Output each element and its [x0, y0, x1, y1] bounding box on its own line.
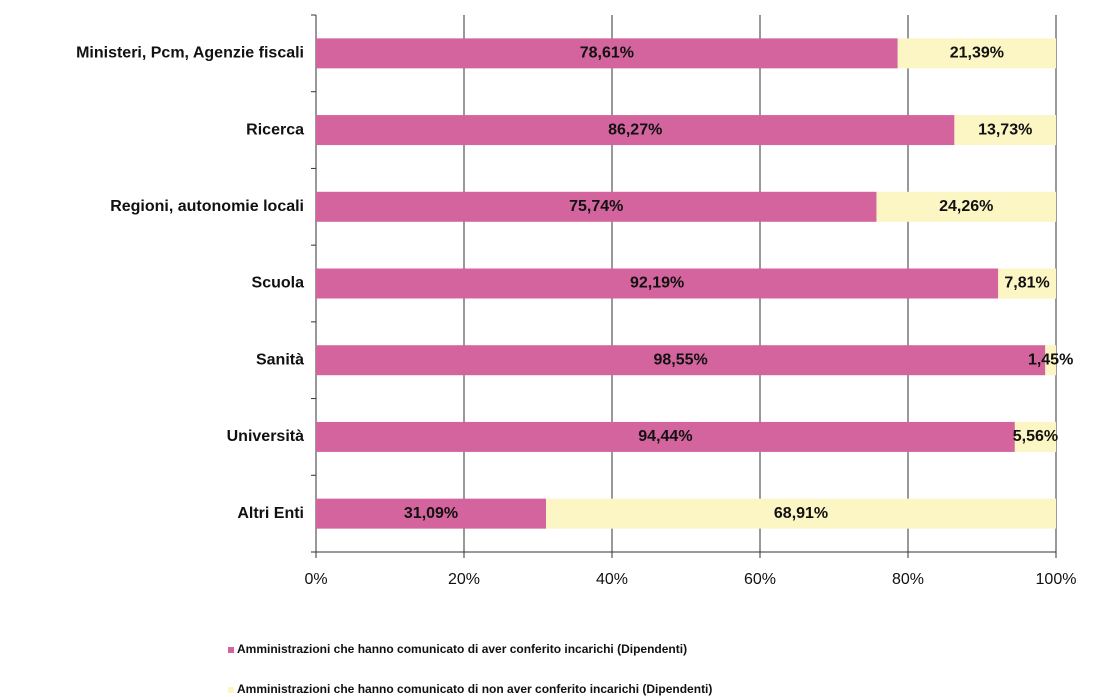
x-tick-label: 0% — [304, 571, 327, 588]
legend-label: Amministrazioni che hanno comunicato di … — [237, 682, 712, 696]
x-tick-label: 100% — [1036, 571, 1077, 588]
category-label: Sanità — [256, 351, 304, 368]
category-label: Ricerca — [246, 121, 304, 138]
category-label: Scuola — [252, 275, 305, 292]
bar-segment — [876, 191, 1056, 222]
legend-label: Amministrazioni che hanno comunicato di … — [237, 642, 687, 656]
bar-segment — [316, 345, 1046, 376]
value-label: 5,56% — [1013, 428, 1058, 445]
value-label: 86,27% — [608, 121, 662, 138]
value-label: 13,73% — [978, 121, 1032, 138]
x-tick-label: 40% — [596, 571, 628, 588]
bar-segment — [954, 115, 1056, 146]
value-label: 1,45% — [1028, 351, 1073, 368]
value-label: 24,26% — [939, 198, 993, 215]
value-label: 75,74% — [569, 198, 623, 215]
value-label: 31,09% — [404, 505, 458, 522]
category-label: Ministeri, Pcm, Agenzie fiscali — [76, 45, 304, 62]
bar-segment — [1014, 421, 1056, 452]
value-label: 98,55% — [654, 351, 708, 368]
value-label: 68,91% — [774, 505, 828, 522]
category-label: Altri Enti — [237, 505, 304, 522]
category-label: Università — [227, 428, 304, 445]
bar-segment — [316, 498, 547, 529]
bar-segment — [897, 38, 1056, 69]
value-label: 21,39% — [950, 45, 1004, 62]
bar-segment — [316, 115, 955, 146]
bar-segment — [998, 268, 1056, 299]
bar-segment — [316, 268, 999, 299]
legend-swatch — [228, 647, 234, 653]
value-label: 78,61% — [580, 45, 634, 62]
x-tick-label: 20% — [448, 571, 480, 588]
value-label: 7,81% — [1004, 275, 1049, 292]
bar-segment — [316, 191, 877, 222]
value-label: 92,19% — [630, 275, 684, 292]
x-tick-label: 60% — [744, 571, 776, 588]
category-label: Regioni, autonomie locali — [110, 198, 304, 215]
bar-segment — [546, 498, 1056, 529]
bar-segment — [316, 38, 898, 69]
bar-segment — [316, 421, 1015, 452]
value-label: 94,44% — [638, 428, 692, 445]
x-tick-label: 80% — [892, 571, 924, 588]
legend-swatch — [228, 687, 234, 693]
bar-segment — [1045, 345, 1056, 376]
